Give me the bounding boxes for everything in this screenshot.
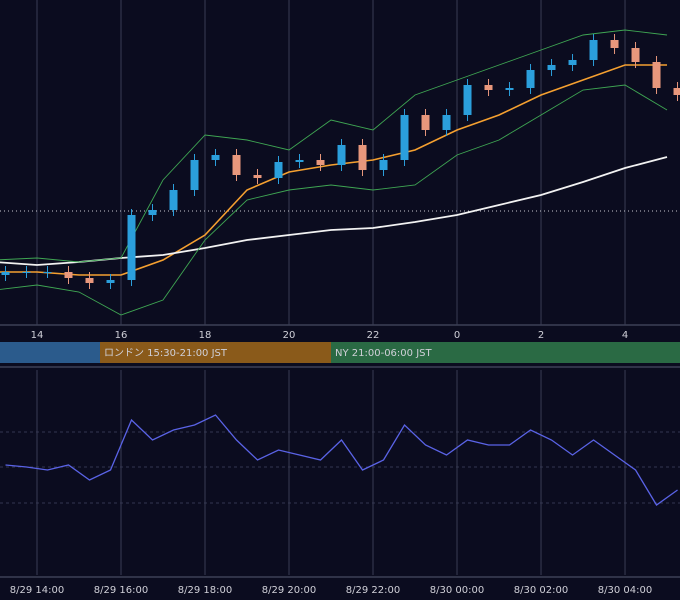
candle-body [43,272,52,273]
x-tick-label: 16 [115,330,128,341]
candle-body [169,190,178,210]
line [5,414,678,506]
candle-body [442,115,451,130]
candle-body [610,40,619,48]
candle-body [127,215,136,280]
candle-body [400,115,409,160]
x-tick-label: 18 [199,330,212,341]
candle-body [274,162,283,178]
x-tick-label: 8/29 16:00 [94,585,148,596]
x-tick-label: 14 [31,330,44,341]
candle-body [190,160,199,190]
session-band [331,342,680,363]
x-tick-label: 8/29 22:00 [346,585,400,596]
candle-body [316,160,325,165]
candle-body [337,145,346,165]
candle-body [589,40,598,60]
x-tick-label: 8/30 00:00 [430,585,484,596]
line [0,84,668,316]
candle-body [106,280,115,283]
line [0,64,668,276]
session-band [100,342,332,363]
x-tick-label: 8/29 20:00 [262,585,316,596]
candle-body [631,48,640,62]
candle-body [463,85,472,115]
x-tick-label: 20 [283,330,296,341]
candle-body [547,65,556,70]
candle-body [484,85,493,90]
candle-body [148,210,157,215]
candle-body [379,160,388,170]
candle-body [85,278,94,283]
session-label: ロンドン 15:30-21:00 JST [104,348,228,359]
x-tick-label: 22 [367,330,380,341]
x-tick-label: 8/30 02:00 [514,585,568,596]
candle-body [1,272,10,275]
x-tick-label: 0 [454,330,460,341]
candle-body [358,145,367,170]
session-label: NY 21:00-06:00 JST [335,348,432,359]
candle-body [526,70,535,88]
candle-body [64,272,73,278]
candle-body [673,88,680,95]
candle-body [295,160,304,162]
candle-body [22,272,31,273]
x-tick-label: 8/30 04:00 [598,585,652,596]
x-tick-label: 2 [538,330,544,341]
x-tick-label: 4 [622,330,628,341]
candle-body [232,155,241,175]
candle-body [211,155,220,160]
candle-body [568,60,577,65]
x-tick-label: 8/29 18:00 [178,585,232,596]
candle-body [505,88,514,90]
line [0,29,668,263]
candle-body [421,115,430,130]
candle-body [652,62,661,88]
x-tick-label: 8/29 14:00 [10,585,64,596]
candle-body [253,175,262,178]
